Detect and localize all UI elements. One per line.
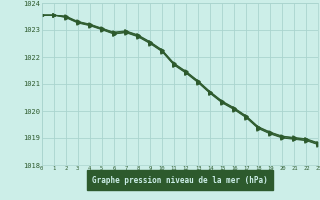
X-axis label: Graphe pression niveau de la mer (hPa): Graphe pression niveau de la mer (hPa) [92,176,268,185]
